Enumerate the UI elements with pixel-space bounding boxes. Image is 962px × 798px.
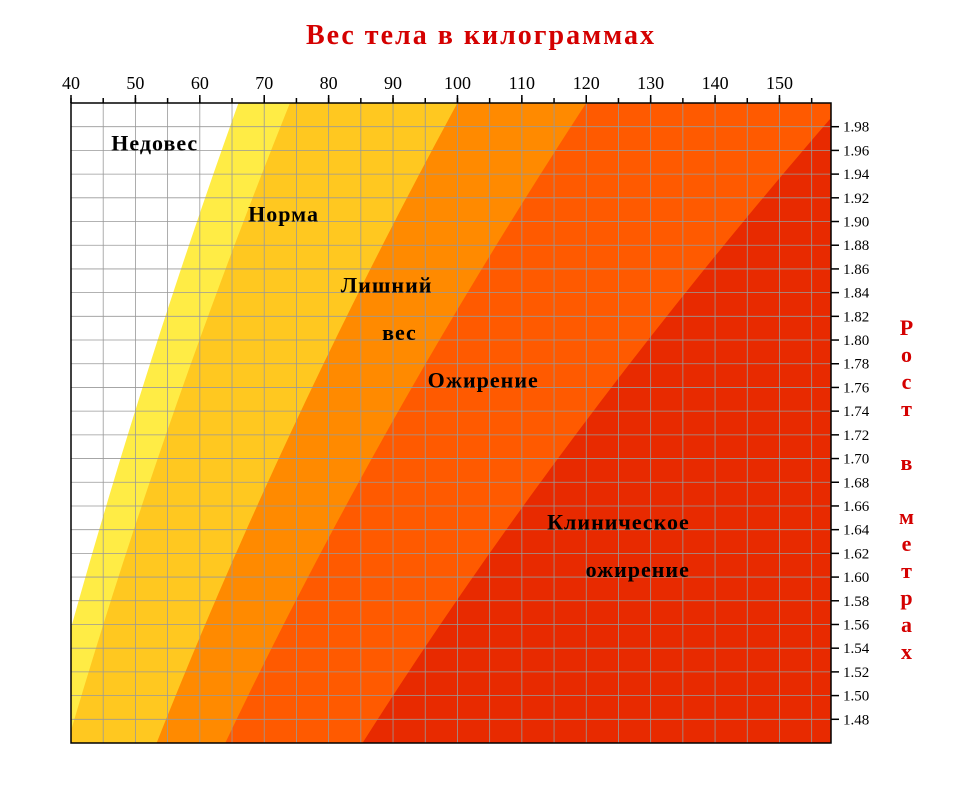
svg-text:110: 110 [509,73,535,93]
svg-text:1.56: 1.56 [843,617,870,633]
svg-text:1.62: 1.62 [843,546,869,562]
svg-text:70: 70 [255,73,273,93]
svg-text:Клиническое: Клиническое [547,510,690,535]
svg-text:1.98: 1.98 [843,120,869,136]
x-axis-title: Вес тела в килограммах [21,20,941,52]
svg-text:1.66: 1.66 [843,499,870,515]
svg-text:1.72: 1.72 [843,428,869,444]
svg-text:Лишний: Лишний [341,273,433,298]
svg-text:80: 80 [320,73,338,93]
svg-text:1.86: 1.86 [843,262,870,278]
svg-text:вес: вес [382,320,417,345]
svg-text:1.74: 1.74 [843,404,870,420]
bmi-chart-svg: 40 50 60 70 80 90 100 110 120 130 140 150 1.48 1.50 1.… [21,58,901,778]
svg-text:Недовес: Недовес [111,130,198,155]
svg-text:40: 40 [62,73,80,93]
bmi-chart-container: Вес тела в килограммах Рост в метрах 40 5… [21,20,941,778]
svg-text:100: 100 [444,73,471,93]
svg-text:Норма: Норма [248,202,319,227]
svg-text:1.88: 1.88 [843,238,869,254]
svg-text:140: 140 [702,73,729,93]
svg-text:1.64: 1.64 [843,523,870,539]
svg-text:1.80: 1.80 [843,333,869,349]
svg-text:1.54: 1.54 [843,641,870,657]
svg-text:1.52: 1.52 [843,665,869,681]
svg-text:1.84: 1.84 [843,286,870,302]
svg-text:60: 60 [191,73,209,93]
svg-text:1.58: 1.58 [843,594,869,610]
svg-text:150: 150 [766,73,793,93]
svg-text:ожирение: ожирение [586,557,690,582]
svg-text:120: 120 [573,73,600,93]
svg-text:1.76: 1.76 [843,380,870,396]
svg-text:1.96: 1.96 [843,143,870,159]
svg-text:1.90: 1.90 [843,215,869,231]
svg-text:50: 50 [126,73,144,93]
svg-text:90: 90 [384,73,402,93]
svg-text:130: 130 [637,73,664,93]
svg-text:1.82: 1.82 [843,309,869,325]
svg-text:1.70: 1.70 [843,452,869,468]
svg-text:1.60: 1.60 [843,570,869,586]
y-axis-title: Рост в метрах [893,315,919,666]
svg-text:1.50: 1.50 [843,689,869,705]
svg-text:1.78: 1.78 [843,357,869,373]
svg-text:1.92: 1.92 [843,191,869,207]
svg-text:Ожирение: Ожирение [428,367,539,392]
svg-text:1.68: 1.68 [843,475,869,491]
svg-text:1.94: 1.94 [843,167,870,183]
svg-text:1.48: 1.48 [843,712,869,728]
